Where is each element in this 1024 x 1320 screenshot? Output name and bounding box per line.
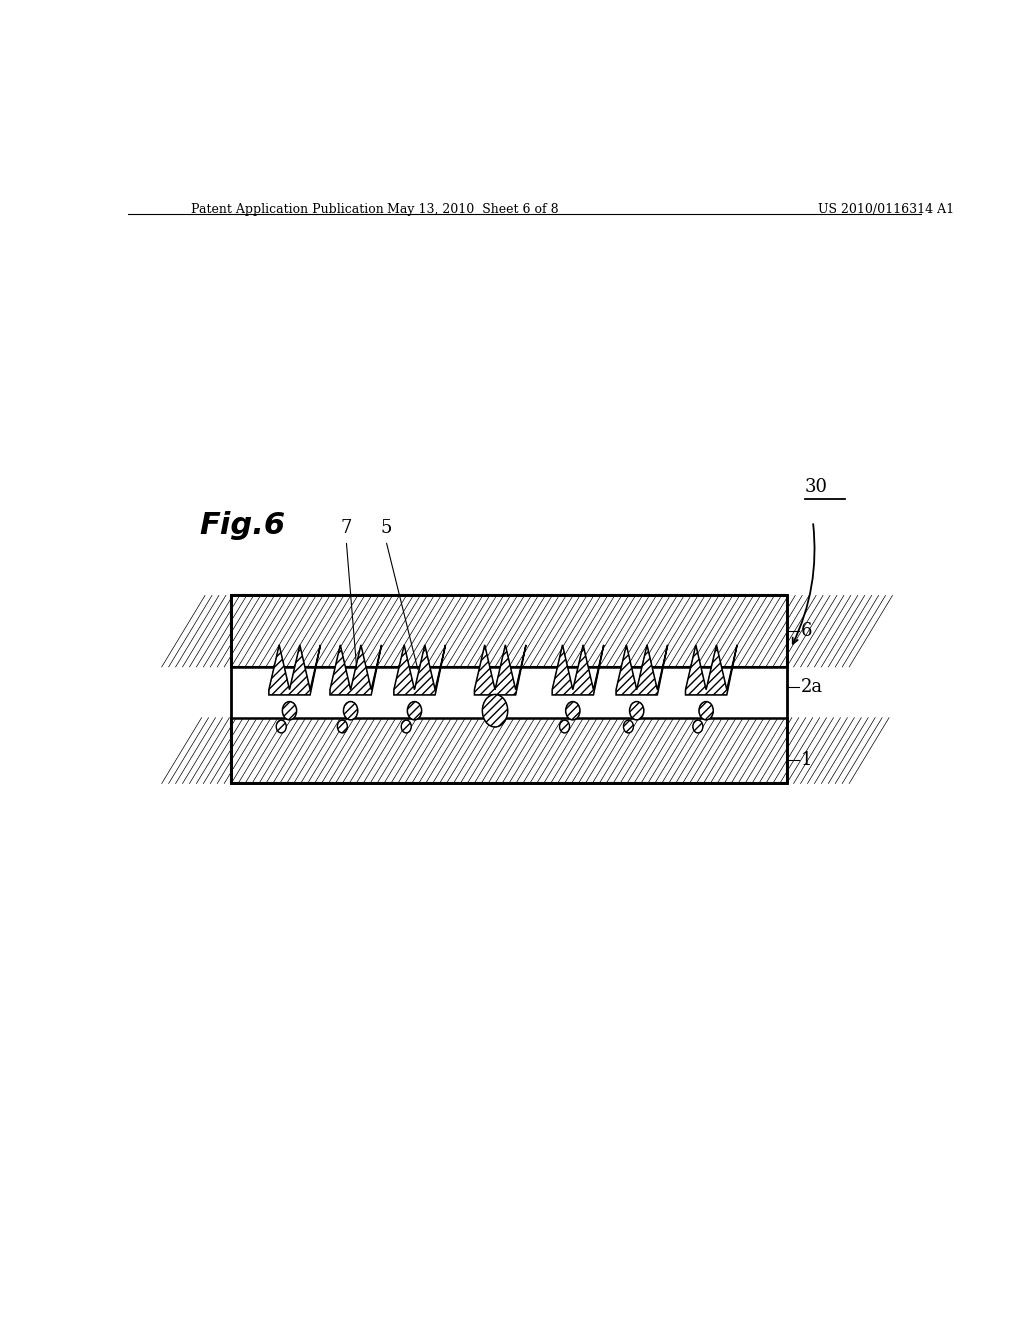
Text: Patent Application Publication: Patent Application Publication	[191, 203, 384, 216]
Polygon shape	[552, 645, 604, 694]
Circle shape	[283, 701, 297, 719]
Polygon shape	[394, 645, 445, 694]
Text: 6: 6	[801, 622, 812, 640]
Polygon shape	[616, 645, 668, 694]
Text: May 13, 2010  Sheet 6 of 8: May 13, 2010 Sheet 6 of 8	[387, 203, 559, 216]
Polygon shape	[330, 645, 382, 694]
Text: 1: 1	[801, 751, 812, 770]
Polygon shape	[685, 645, 737, 694]
Circle shape	[408, 701, 422, 719]
Text: 2a: 2a	[801, 678, 823, 696]
Text: Fig.6: Fig.6	[200, 511, 286, 540]
Circle shape	[565, 701, 580, 719]
Polygon shape	[474, 645, 526, 694]
Bar	[231, 667, 786, 718]
Circle shape	[401, 721, 412, 733]
Bar	[231, 595, 786, 667]
Circle shape	[276, 721, 287, 733]
Circle shape	[630, 701, 644, 719]
Circle shape	[624, 721, 634, 733]
Circle shape	[337, 721, 347, 733]
Bar	[231, 718, 786, 784]
Bar	[231, 595, 786, 667]
Bar	[231, 718, 786, 784]
Circle shape	[699, 701, 714, 719]
Circle shape	[343, 701, 357, 719]
Polygon shape	[269, 645, 321, 694]
Circle shape	[482, 694, 508, 727]
Text: US 2010/0116314 A1: US 2010/0116314 A1	[818, 203, 954, 216]
Circle shape	[559, 721, 569, 733]
Text: 7: 7	[341, 519, 352, 536]
Circle shape	[693, 721, 702, 733]
Bar	[231, 595, 786, 784]
Text: 5: 5	[380, 519, 391, 536]
Text: 30: 30	[805, 478, 828, 496]
